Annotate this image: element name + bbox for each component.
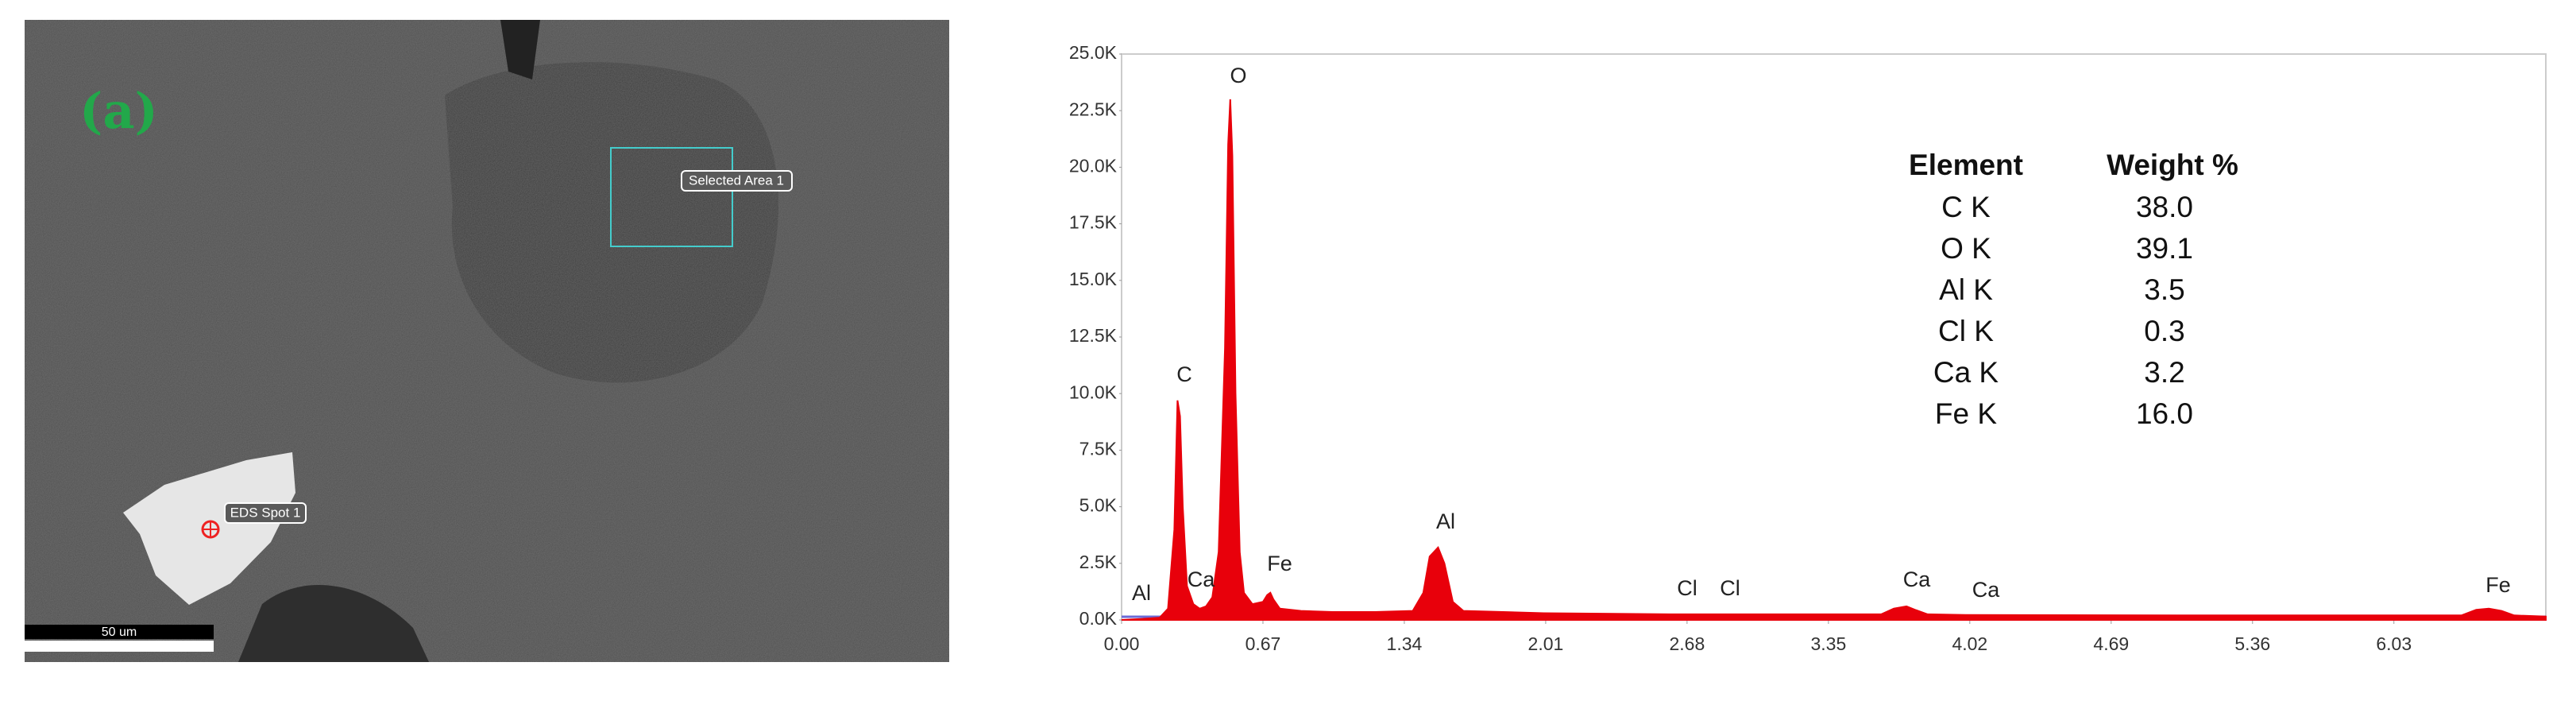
peak-label: Fe — [2485, 573, 2511, 597]
label-box — [681, 170, 793, 192]
x-tick-label: 5.36 — [2234, 633, 2270, 654]
selected-area-label: Selected Area 1 — [689, 172, 784, 188]
x-tick-label: 1.34 — [1387, 633, 1423, 654]
table-header: Element — [1909, 149, 2023, 181]
table-cell: Ca K — [1933, 356, 1999, 389]
peak-label: Ca — [1972, 578, 2000, 602]
table-cell: Fe K — [1935, 397, 1997, 430]
spectrum — [1121, 99, 2547, 621]
y-tick-label: 0.0K — [1079, 608, 1118, 629]
label-box — [224, 502, 307, 524]
peak-label: Ca — [1903, 567, 1931, 591]
peak-label: Cl — [1677, 576, 1697, 600]
table-cell: Al K — [1939, 273, 1993, 306]
x-tick-label: 0.00 — [1104, 633, 1140, 654]
x-tick-label: 2.68 — [1670, 633, 1705, 654]
chart: 0.0K 2.5K 5.0K 7.5K 10.0K 12.5K 15.0K 17.5K 20.0… — [1069, 42, 2547, 654]
scale-bar-label: 50 um — [102, 625, 137, 639]
table-header: Weight % — [2107, 149, 2238, 181]
peak-label: C — [1176, 362, 1192, 386]
table-cell: 38.0 — [2136, 191, 2193, 223]
scale-bar — [25, 625, 214, 639]
y-tick-label: 25.0K — [1069, 42, 1118, 63]
scale-bar — [25, 641, 214, 652]
x-tick-label: 6.03 — [2376, 633, 2412, 654]
table-cell: 3.2 — [2144, 356, 2184, 389]
y-tick-label: 17.5K — [1069, 212, 1118, 233]
y-tick-label: 15.0K — [1069, 269, 1118, 289]
plot-frame — [1121, 53, 2547, 621]
peak-label: Al — [1132, 581, 1151, 605]
sem-image: Selected Area 1 EDS Spot 1 50 um (a) — [25, 20, 949, 662]
y-tick-label: 20.0K — [1069, 155, 1118, 176]
peak-label: Ca — [1188, 567, 1215, 591]
peak-label: Al — [1436, 509, 1455, 533]
dark-crack — [500, 20, 540, 79]
peak-label: Fe — [1267, 552, 1292, 575]
y-tick-label: 10.0K — [1069, 381, 1118, 402]
x-tick-label: 3.35 — [1810, 633, 1846, 654]
table-cell: O K — [1941, 232, 1991, 265]
selected-area-box — [610, 147, 733, 247]
x-tick-label: 0.67 — [1246, 633, 1281, 654]
x-tick-label: 4.69 — [2093, 633, 2129, 654]
peak-label: O — [1230, 64, 1246, 87]
x-tick-label: 2.01 — [1528, 633, 1564, 654]
y-tick-label: 22.5K — [1069, 99, 1118, 119]
y-tick-label: 7.5K — [1079, 438, 1118, 459]
y-tick-label: 2.5K — [1079, 552, 1118, 572]
y-tick-label: 5.0K — [1079, 495, 1118, 516]
x-tick-label: 4.02 — [1952, 633, 1987, 654]
spot-label: EDS Spot 1 — [230, 505, 301, 520]
table-cell: 16.0 — [2136, 397, 2193, 430]
table-cell: 39.1 — [2136, 232, 2193, 265]
y-tick-label: 12.5K — [1069, 325, 1118, 346]
dark-region — [238, 585, 429, 662]
table-cell: 3.5 — [2144, 273, 2184, 306]
panel-label: (a) — [79, 82, 158, 140]
table-cell: C K — [1941, 191, 1991, 223]
table-cell: Cl K — [1938, 315, 1994, 347]
table-cell: 0.3 — [2144, 315, 2184, 347]
peak-label: Cl — [1720, 576, 1740, 600]
